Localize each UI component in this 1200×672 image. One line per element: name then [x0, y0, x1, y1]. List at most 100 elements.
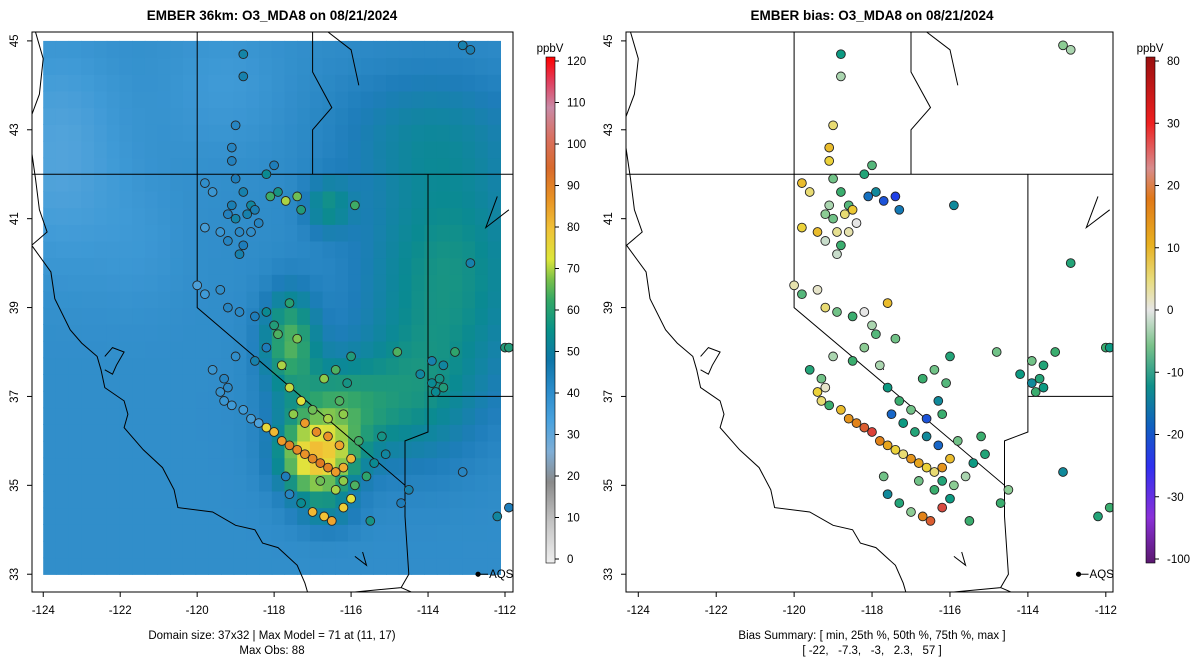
model-cell: [284, 340, 298, 359]
station-bias-marker: [886, 409, 897, 420]
model-cell: [309, 390, 324, 409]
model-cell: [424, 224, 438, 242]
model-cell: [246, 390, 260, 409]
model-cell: [233, 274, 247, 292]
model-cell: [259, 74, 273, 92]
model-cell: [195, 240, 209, 259]
station-obs-marker: [219, 396, 229, 406]
model-cell: [208, 407, 222, 425]
model-cell: [284, 140, 298, 159]
station-bias-marker: [1065, 44, 1076, 55]
model-cell: [233, 57, 247, 75]
model-cell: [182, 57, 197, 75]
model-cell: [170, 107, 184, 125]
model-cell: [424, 490, 438, 509]
station-obs-marker: [492, 511, 503, 522]
model-cell: [132, 107, 146, 125]
model-cell: [144, 324, 159, 342]
model-cell: [297, 174, 311, 192]
model-cell: [297, 74, 311, 92]
model-cell: [386, 474, 400, 492]
station-obs-marker: [430, 387, 441, 397]
station-bias-marker: [917, 511, 928, 522]
station-bias-marker: [797, 289, 807, 300]
model-cell: [449, 407, 463, 425]
model-cell: [170, 390, 184, 409]
model-cell: [259, 274, 273, 292]
model-cell: [157, 57, 171, 75]
model-cell: [246, 74, 260, 92]
model-cell: [284, 274, 298, 292]
model-cell: [182, 474, 197, 492]
model-cell: [106, 524, 120, 542]
station-bias-marker: [843, 413, 854, 424]
model-cell: [309, 40, 324, 59]
model-cell: [271, 74, 286, 92]
model-cell: [487, 407, 501, 425]
model-cell: [386, 540, 400, 559]
state-boundary: [626, 32, 795, 175]
station-bias-marker: [797, 222, 807, 233]
model-cell: [475, 57, 489, 75]
model-cell: [487, 140, 501, 159]
model-cell: [322, 124, 336, 142]
model-cell: [119, 40, 133, 59]
model-cell: [68, 124, 82, 142]
model-cell: [424, 440, 438, 459]
model-cell: [386, 174, 400, 192]
model-cell: [462, 290, 476, 309]
model-cell: [487, 424, 501, 442]
model-cell: [449, 257, 463, 275]
model-cell: [386, 40, 400, 59]
model-cell: [132, 424, 146, 442]
model-cell: [106, 357, 120, 375]
model-cell: [43, 340, 57, 359]
station-obs-marker: [226, 156, 237, 166]
model-cell: [398, 207, 413, 225]
model-cell: [462, 74, 476, 92]
model-cell: [81, 340, 95, 359]
model-cell: [208, 207, 222, 225]
model-cell: [475, 190, 489, 209]
model-cell: [424, 174, 438, 192]
colorbar-tick-label: 10: [567, 513, 580, 525]
model-cell: [322, 190, 336, 209]
model-cell: [43, 290, 57, 309]
model-cell: [259, 57, 273, 75]
model-cell: [132, 357, 146, 375]
model-cell: [208, 57, 222, 75]
model-cell: [233, 490, 247, 509]
model-cell: [132, 274, 146, 292]
model-cell: [271, 207, 286, 225]
station-bias-marker: [882, 382, 893, 393]
station-bias-marker: [913, 476, 924, 486]
model-cell: [386, 107, 400, 125]
model-cell: [208, 457, 222, 475]
model-cell: [132, 174, 146, 192]
model-cell: [386, 124, 400, 142]
model-colorbar-unit: ppbV: [537, 43, 564, 55]
model-cell: [335, 257, 349, 275]
model-cell: [106, 140, 120, 159]
model-cell: [144, 290, 159, 309]
model-cell: [94, 90, 108, 109]
station-bias-marker: [960, 471, 971, 482]
model-cell: [297, 290, 311, 309]
model-cell: [360, 140, 374, 159]
model-cell: [449, 90, 463, 109]
model-cell: [411, 274, 425, 292]
model-cell: [436, 157, 451, 175]
model-cell: [309, 90, 324, 109]
model-cell: [487, 157, 501, 175]
model-cell: [132, 207, 146, 225]
model-cell: [411, 190, 425, 209]
model-cell: [106, 507, 120, 525]
model-cell: [373, 124, 387, 142]
model-cell: [233, 457, 247, 475]
model-cell: [284, 507, 298, 525]
state-boundary: [404, 174, 429, 486]
station-obs-marker: [350, 480, 360, 491]
model-cell: [360, 40, 374, 59]
model-cell: [68, 140, 82, 159]
station-bias-marker: [894, 204, 905, 215]
